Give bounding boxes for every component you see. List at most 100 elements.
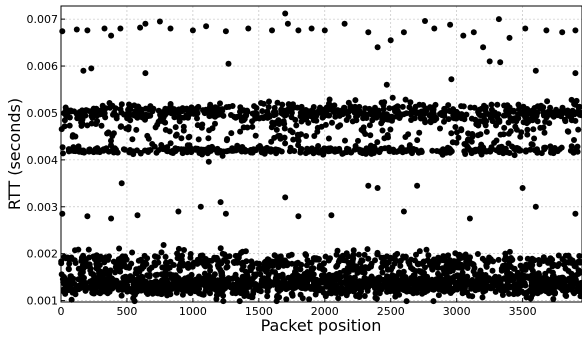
data-point bbox=[343, 117, 350, 123]
data-point bbox=[521, 290, 528, 297]
data-point bbox=[361, 269, 368, 276]
data-point bbox=[501, 102, 508, 109]
data-point bbox=[574, 143, 581, 150]
data-point bbox=[220, 298, 227, 305]
data-point bbox=[540, 258, 547, 264]
data-point bbox=[513, 126, 520, 133]
data-point bbox=[178, 146, 185, 153]
data-point bbox=[300, 116, 307, 123]
data-point bbox=[232, 271, 239, 278]
data-point bbox=[172, 145, 179, 152]
data-point bbox=[229, 147, 236, 154]
data-point bbox=[93, 112, 100, 119]
data-point bbox=[400, 208, 407, 215]
data-point bbox=[502, 263, 509, 270]
data-point bbox=[392, 252, 399, 259]
data-point bbox=[75, 143, 82, 150]
data-point bbox=[497, 59, 504, 66]
data-point bbox=[293, 264, 299, 271]
data-point bbox=[528, 288, 535, 294]
data-point bbox=[445, 275, 451, 282]
data-point bbox=[264, 282, 271, 289]
data-point bbox=[482, 272, 489, 278]
data-point bbox=[108, 215, 115, 222]
data-point bbox=[510, 265, 517, 272]
data-point bbox=[127, 273, 134, 280]
data-point bbox=[345, 99, 352, 106]
data-point bbox=[381, 99, 388, 106]
data-point bbox=[561, 116, 568, 123]
data-point bbox=[195, 290, 202, 297]
data-point bbox=[366, 105, 373, 112]
data-point bbox=[367, 142, 374, 149]
y-tick-label: 0.003 bbox=[27, 201, 59, 214]
data-point bbox=[118, 292, 125, 299]
data-point bbox=[402, 96, 409, 103]
data-point bbox=[295, 27, 302, 34]
data-point bbox=[309, 145, 315, 152]
data-point bbox=[310, 150, 317, 157]
data-point bbox=[174, 255, 181, 262]
data-point bbox=[388, 113, 395, 120]
data-point bbox=[378, 120, 385, 127]
data-point bbox=[552, 289, 559, 296]
data-point bbox=[325, 135, 332, 142]
data-point bbox=[193, 146, 200, 153]
data-point bbox=[466, 215, 473, 222]
x-axis-title: Packet position bbox=[261, 316, 382, 335]
data-point bbox=[294, 131, 301, 138]
x-tick-label: 1000 bbox=[179, 305, 207, 318]
data-point bbox=[415, 260, 422, 267]
x-tick-label: 1500 bbox=[245, 305, 273, 318]
data-point bbox=[175, 208, 182, 215]
data-point bbox=[282, 194, 289, 201]
data-point bbox=[571, 137, 577, 143]
data-point bbox=[395, 110, 402, 117]
data-point bbox=[524, 131, 531, 138]
data-point bbox=[448, 287, 455, 294]
data-point bbox=[265, 104, 272, 110]
data-point bbox=[575, 270, 582, 277]
data-point bbox=[321, 148, 328, 155]
data-point bbox=[408, 117, 415, 123]
data-point bbox=[479, 255, 486, 262]
data-point bbox=[137, 24, 144, 31]
data-point bbox=[116, 268, 123, 275]
data-point bbox=[461, 141, 468, 147]
data-point bbox=[389, 272, 396, 279]
data-point bbox=[271, 134, 278, 141]
data-point bbox=[546, 120, 553, 127]
data-point bbox=[231, 282, 238, 289]
data-point bbox=[149, 108, 156, 115]
data-point bbox=[223, 264, 230, 271]
data-point bbox=[340, 286, 347, 293]
data-point bbox=[505, 107, 512, 113]
x-tick-label: 2000 bbox=[311, 305, 339, 318]
data-point bbox=[320, 260, 327, 267]
data-point bbox=[490, 277, 497, 284]
data-point bbox=[497, 285, 503, 292]
data-point bbox=[386, 105, 393, 112]
data-point bbox=[370, 282, 377, 289]
data-point bbox=[367, 147, 374, 154]
data-point bbox=[396, 258, 403, 265]
data-point bbox=[505, 119, 512, 126]
data-point bbox=[256, 143, 263, 149]
data-point bbox=[533, 276, 540, 283]
data-point bbox=[578, 285, 582, 292]
data-point bbox=[310, 255, 317, 262]
data-point bbox=[221, 257, 227, 263]
data-point bbox=[474, 251, 481, 257]
data-point bbox=[137, 150, 144, 157]
data-point bbox=[390, 149, 397, 155]
data-point bbox=[409, 266, 416, 273]
data-point bbox=[433, 277, 440, 284]
data-point bbox=[430, 286, 437, 293]
data-point bbox=[375, 107, 382, 114]
data-point bbox=[418, 149, 425, 155]
data-point bbox=[575, 104, 582, 111]
data-point bbox=[132, 112, 138, 119]
data-point bbox=[425, 252, 432, 259]
data-point bbox=[468, 285, 475, 292]
data-point bbox=[416, 268, 422, 274]
